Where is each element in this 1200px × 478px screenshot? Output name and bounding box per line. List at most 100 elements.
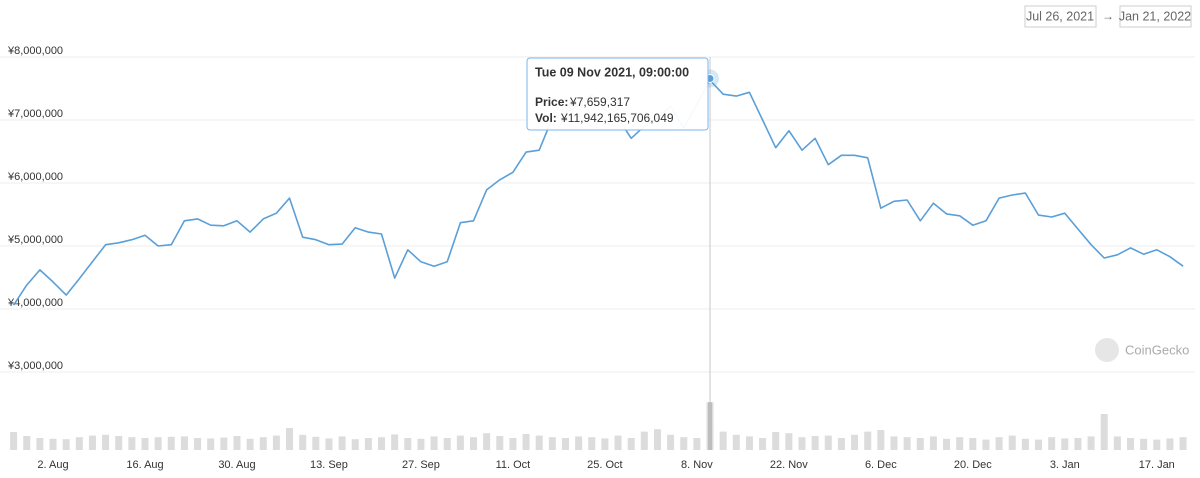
volume-bar [378,437,386,450]
volume-bar [167,436,175,450]
volume-bar [509,438,517,450]
x-tick-label: 11. Oct [496,459,531,471]
volume-bar [1021,438,1029,450]
tooltip-box [526,57,709,131]
volume-bar [259,437,267,450]
volume-bar [680,437,688,450]
range-end-box[interactable] [1119,5,1192,28]
tooltip-vol: ¥11,942,165,706,049 [560,111,674,125]
volume-bar [1127,438,1134,450]
y-tick-label: ¥4,000,000 [7,297,63,309]
volume-bar [246,438,254,450]
y-tick-label: ¥7,000,000 [7,108,63,120]
volume-bar [1035,439,1043,450]
volume-bar [49,438,57,450]
volume-bar [470,437,477,450]
x-tick-label: 27. Sep [402,459,440,471]
volume-bar [62,439,70,450]
volume-bar [207,438,215,450]
volume-bar [956,437,964,450]
watermark-logo [1095,338,1119,362]
volume-bar [194,438,202,450]
volume-bar [483,433,491,450]
x-tick-label: 3. Jan [1050,459,1080,471]
x-tick-label: 30. Aug [218,459,255,471]
volume-bar [943,438,951,450]
volume-bar [969,438,977,450]
range-start-box[interactable] [1024,5,1097,28]
volume-bar [141,438,149,450]
volume-bar [1100,414,1108,450]
volume-bar [719,431,727,450]
volume-bar [312,436,320,450]
tooltip-price: ¥7,659,317 [569,95,630,109]
x-tick-label: 20. Dec [954,459,992,471]
volume-bar [325,438,333,450]
x-tick-label: 16. Aug [126,459,163,471]
volume-bar [732,434,740,450]
volume-bar [903,437,911,450]
volume-bar [653,429,661,450]
volume-bar [443,438,451,450]
volume-bar [430,436,438,450]
volume-bar [995,437,1003,450]
volume-bar [351,439,359,450]
volume-bar [88,435,96,450]
volume-bar [154,437,162,450]
volume-bar [575,436,583,450]
x-tick-label: 22. Nov [770,459,808,471]
volume-bar [364,438,372,450]
volume-bar [614,435,622,450]
volume-bar [180,436,188,450]
volume-bar [456,435,464,450]
volume-bar [1087,436,1095,450]
volume-bar [36,438,44,450]
y-tick-label: ¥6,000,000 [7,171,63,183]
range-arrow: → [1102,9,1114,23]
volume-bar [522,434,530,450]
volume-bar [115,436,123,450]
volume-bar [929,436,937,450]
volume-bar [128,437,136,450]
range-end[interactable]: Jan 21, 2022 [1119,9,1191,23]
volume-bar [798,437,806,450]
volume-bar [75,437,83,450]
volume-bar [627,438,635,450]
volume-bar [693,438,701,450]
volume-bar [588,437,596,450]
volume-bar [745,436,753,450]
volume-bar [286,428,294,450]
range-start[interactable]: Jul 26, 2021 [1026,9,1094,23]
volume-bar [102,434,110,450]
volume-bar [272,435,280,450]
volume-bar [811,436,819,450]
volume-bar [785,433,793,450]
volume-bar [417,438,425,450]
volume-bar [233,436,241,450]
volume-bar [916,438,924,450]
volume-bar [1061,438,1069,450]
volume-bar [1166,438,1174,450]
volume-bar [10,432,18,450]
volume-bar [1179,437,1187,450]
volume-bar [1008,435,1016,450]
y-tick-label: ¥3,000,000 [7,360,63,372]
volume-highlight [708,402,713,450]
y-tick-label: ¥8,000,000 [7,45,63,57]
volume-bar [982,439,990,450]
volume-bar [759,438,767,450]
volume-bar [877,430,885,450]
volume-bar [890,436,898,450]
volume-bar [338,436,346,450]
watermark: CoinGecko [1125,342,1189,357]
volume-bar [851,434,859,450]
volume-bar [1074,438,1082,450]
volume-bar [535,435,543,450]
volume-bar [548,437,556,450]
volume-bar [772,432,780,450]
x-tick-label: 8. Nov [681,459,713,471]
volume-bar [640,431,648,450]
tooltip-price-name: Price: [535,95,568,109]
volume-bar [667,434,675,450]
volume-bar [1048,437,1056,450]
